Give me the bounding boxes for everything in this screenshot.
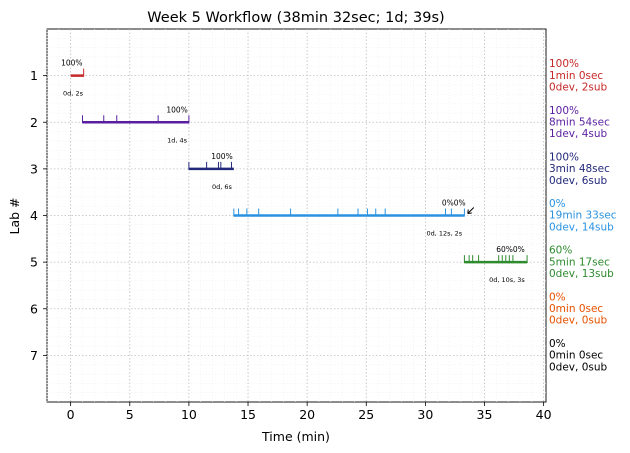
x-tick-label: 10 [181, 407, 197, 422]
lab-3-count-label: 0d, 6s [212, 183, 233, 191]
chart-title: Week 5 Workflow (38min 32sec; 1d; 39s) [147, 10, 444, 26]
lab-5-summary-line: 0dev, 13sub [549, 268, 614, 280]
lab-2-summary-line: 1dev, 4sub [549, 128, 608, 140]
x-axis-label: Time (min) [261, 429, 330, 444]
x-tick-label: 25 [358, 407, 374, 422]
y-tick-label: 2 [30, 115, 38, 130]
x-tick-label: 15 [240, 407, 256, 422]
x-tick-label: 35 [477, 407, 493, 422]
y-axis-label: Lab # [7, 197, 22, 234]
lab-bars: 100% 0d, 2s 100% 1d, 4s 100% 0d, 6s 0%0% 0d, 12… [61, 59, 528, 284]
lab-4-score-label: 0%0% [442, 199, 466, 208]
lab-4-summary-line: 0% [549, 198, 566, 210]
lab-4-summary-line: 0dev, 14sub [549, 221, 614, 233]
x-tick-label: 5 [126, 407, 134, 422]
lab-4-count-label: 0d, 12s, 2s [426, 230, 462, 238]
y-tick-label: 7 [30, 348, 38, 363]
lab-7-summary-line: 0% [549, 338, 566, 350]
lab-3-summary-line: 100% [549, 151, 579, 163]
lab-4-summary-line: 19min 33sec [549, 210, 617, 222]
lab-5-score-label: 60%0% [496, 245, 525, 254]
lab-1-summary-line: 100% [549, 58, 579, 70]
y-tick-label: 3 [30, 161, 38, 176]
lab-2-summary-line: 8min 54sec [549, 116, 610, 128]
lab-5-summary-line: 5min 17sec [549, 256, 610, 268]
lab-1-count-label: 0d, 2s [63, 90, 84, 98]
x-tick-label: 40 [536, 407, 552, 422]
lab-2-summary-line: 100% [549, 105, 579, 117]
x-tick-label: 20 [299, 407, 315, 422]
y-tick-label: 6 [30, 301, 38, 316]
lab-1-summary-line: 0dev, 2sub [549, 82, 608, 94]
lab-5-summary-line: 60% [549, 245, 572, 257]
y-tick-label: 5 [30, 255, 38, 270]
lab-7-summary-line: 0dev, 0sub [549, 361, 608, 373]
x-tick-label: 0 [67, 407, 75, 422]
y-tick-label: 1 [30, 68, 38, 83]
lab-3-summary-line: 3min 48sec [549, 163, 610, 175]
arrow-icon [467, 207, 475, 214]
lab-6-summary-line: 0dev, 0sub [549, 315, 608, 327]
y-tick-label: 4 [30, 208, 38, 223]
lab-6-summary-line: 0min 0sec [549, 303, 603, 315]
lab-2-score-label: 100% [166, 105, 187, 114]
lab-7-summary-line: 0min 0sec [549, 350, 603, 362]
lab-5-count-label: 0d, 10s, 3s [489, 276, 525, 284]
lab-2-count-label: 1d, 4s [167, 136, 188, 144]
x-axis-ticks: 0 5 10 15 20 25 30 35 40 [67, 402, 552, 422]
lab-6-summary-line: 0% [549, 291, 566, 303]
y-axis-ticks: 1 2 3 4 5 6 7 [30, 68, 47, 363]
lab-3-summary-line: 0dev, 6sub [549, 175, 608, 187]
lab-1-score-label: 100% [61, 59, 82, 68]
lab-1-summary-line: 1min 0sec [549, 70, 603, 82]
lab-3-score-label: 100% [211, 152, 232, 161]
x-tick-label: 30 [417, 407, 433, 422]
